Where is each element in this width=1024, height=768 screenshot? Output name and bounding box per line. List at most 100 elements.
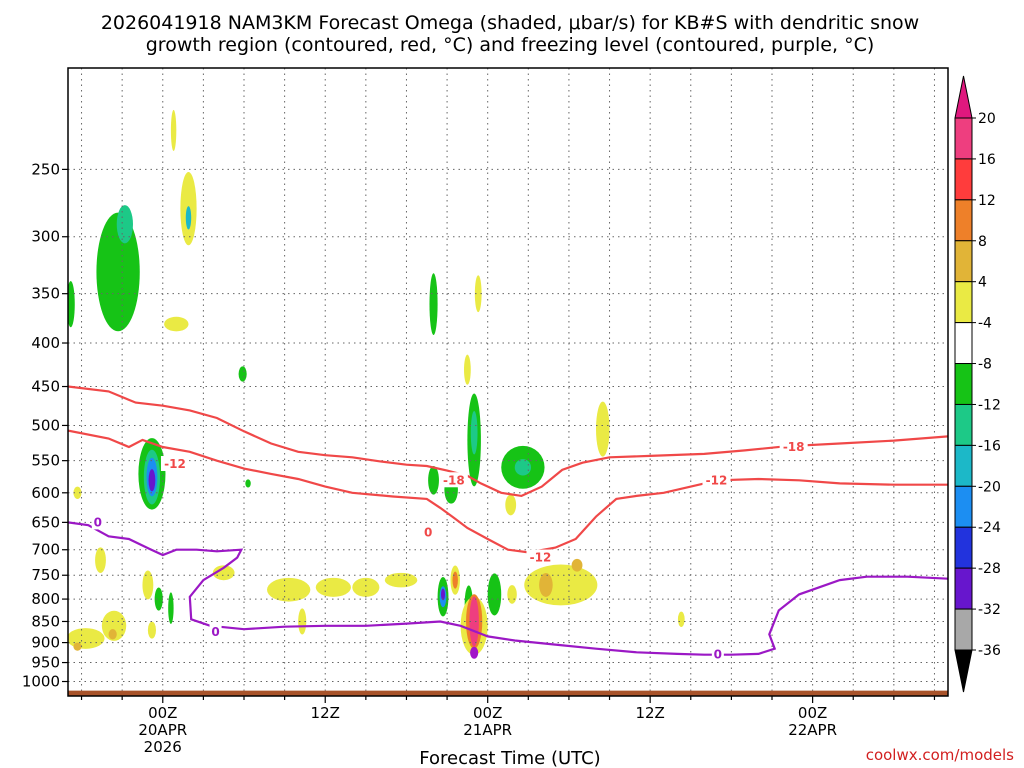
omega-blob [470,646,479,659]
x-tick-label: 00Z [798,704,827,722]
contour-label: 0 [94,515,102,529]
omega-blob [68,628,105,649]
omega-blob [154,587,163,611]
omega-blob [245,479,251,488]
omega-blob [96,212,140,332]
colorbar-label: -16 [978,438,1001,454]
omega-blob [101,610,127,641]
pressure-axis: 250 300 350 400 450 500 550 600 650 700 750 800 850 9… [22,160,68,691]
y-tick-label: 800 [31,590,60,608]
chart-title-line2: growth region (contoured, red, °C) and f… [146,34,875,56]
y-tick-label: 400 [31,334,60,352]
omega-blob [164,316,189,332]
omega-blob [469,596,479,647]
contour-label-bg [91,514,104,530]
omega-blob [452,571,458,589]
contour-label: -18 [443,473,465,487]
contour-label-bg [422,524,435,540]
x-tick-label: 12Z [311,704,340,722]
contour-label-bg [439,472,468,488]
omega-shading [68,109,685,659]
colorbar-band [954,526,973,569]
grid-lines [68,68,948,696]
colorbar-label: -8 [978,357,992,373]
colorbar-label: 4 [978,275,987,291]
colorbar-band [954,199,973,242]
colorbar-band [954,403,973,446]
omega-blob [148,469,156,492]
x-tick-label: 00Z [148,704,177,722]
contour-label: 0 [714,648,722,662]
omega-blob [428,465,439,495]
omega-blob [470,411,478,455]
x-tick-label: 22APR [788,721,837,739]
contour-label: -12 [706,473,728,487]
omega-blob [571,558,583,572]
omega-blob [474,275,482,313]
colorbar-band [954,363,973,405]
ground-band [68,690,948,696]
omega-blob [73,486,82,499]
contour-label-bg [779,438,808,454]
omega-blob [185,206,192,230]
omega-blob [507,585,517,604]
contour-label-bg [160,455,189,471]
contour-label-bg [711,646,724,662]
colorbar-label: -28 [978,561,1001,577]
y-tick-label: 950 [31,654,60,672]
omega-blob [440,588,446,601]
omega-blob [267,577,311,602]
colorbar: 20 16 12 8 4 -4 -8 -12 -16 -20 -24 -28 -32 -36 [954,75,1001,693]
contour-label-bg [209,624,222,640]
y-tick-label: 700 [31,541,60,559]
colorbar-label: 16 [978,152,996,168]
x-tick-label: 12Z [635,704,664,722]
y-tick-label: 250 [31,160,60,178]
omega-blob [315,577,351,597]
colorbar-bottom-arrow [954,649,973,693]
y-tick-label: 500 [31,416,60,434]
omega-blob [596,401,610,457]
colorbar-label: -32 [978,602,1001,618]
omega-blob [170,109,177,152]
y-tick-label: 900 [31,634,60,652]
omega-blob [142,570,154,600]
colorbar-band [954,117,973,160]
colorbar-band [954,567,973,610]
colorbar-label: 8 [978,234,987,250]
omega-blob [352,577,380,597]
omega-blob [168,592,174,624]
colorbar-band [954,240,973,283]
colorbar-band [954,322,973,365]
colorbar-label: 20 [978,111,996,127]
site-credit: coolwx.com/models [866,746,1014,764]
omega-blob [238,366,247,382]
contour-label: 0 [211,625,219,639]
omega-blob [677,611,685,627]
ground-surface [68,690,948,696]
colorbar-band [954,485,973,528]
omega-blob [539,572,553,597]
omega-blob [73,642,82,651]
y-tick-label: 750 [31,566,60,584]
x-tick-label: 00Z [473,704,502,722]
omega-blob [212,565,235,581]
colorbar-band [954,158,973,201]
colorbar-label: -36 [978,643,1001,659]
omega-blob [487,573,502,616]
contour-0 [68,521,948,656]
omega-blob [116,205,133,244]
y-tick-label: 550 [31,452,60,470]
colorbar-label: -24 [978,520,1001,536]
omega-blob [95,547,106,573]
x-tick-label: 21APR [463,721,512,739]
x-axis-label: Forecast Time (UTC) [419,748,600,768]
contour--12 [68,429,948,554]
contour-label: 0 [424,525,432,539]
colorbar-band [954,608,973,651]
y-tick-label: 350 [31,285,60,303]
omega-blob [384,572,418,588]
colorbar-label: 12 [978,193,996,209]
y-tick-label: 850 [31,612,60,630]
